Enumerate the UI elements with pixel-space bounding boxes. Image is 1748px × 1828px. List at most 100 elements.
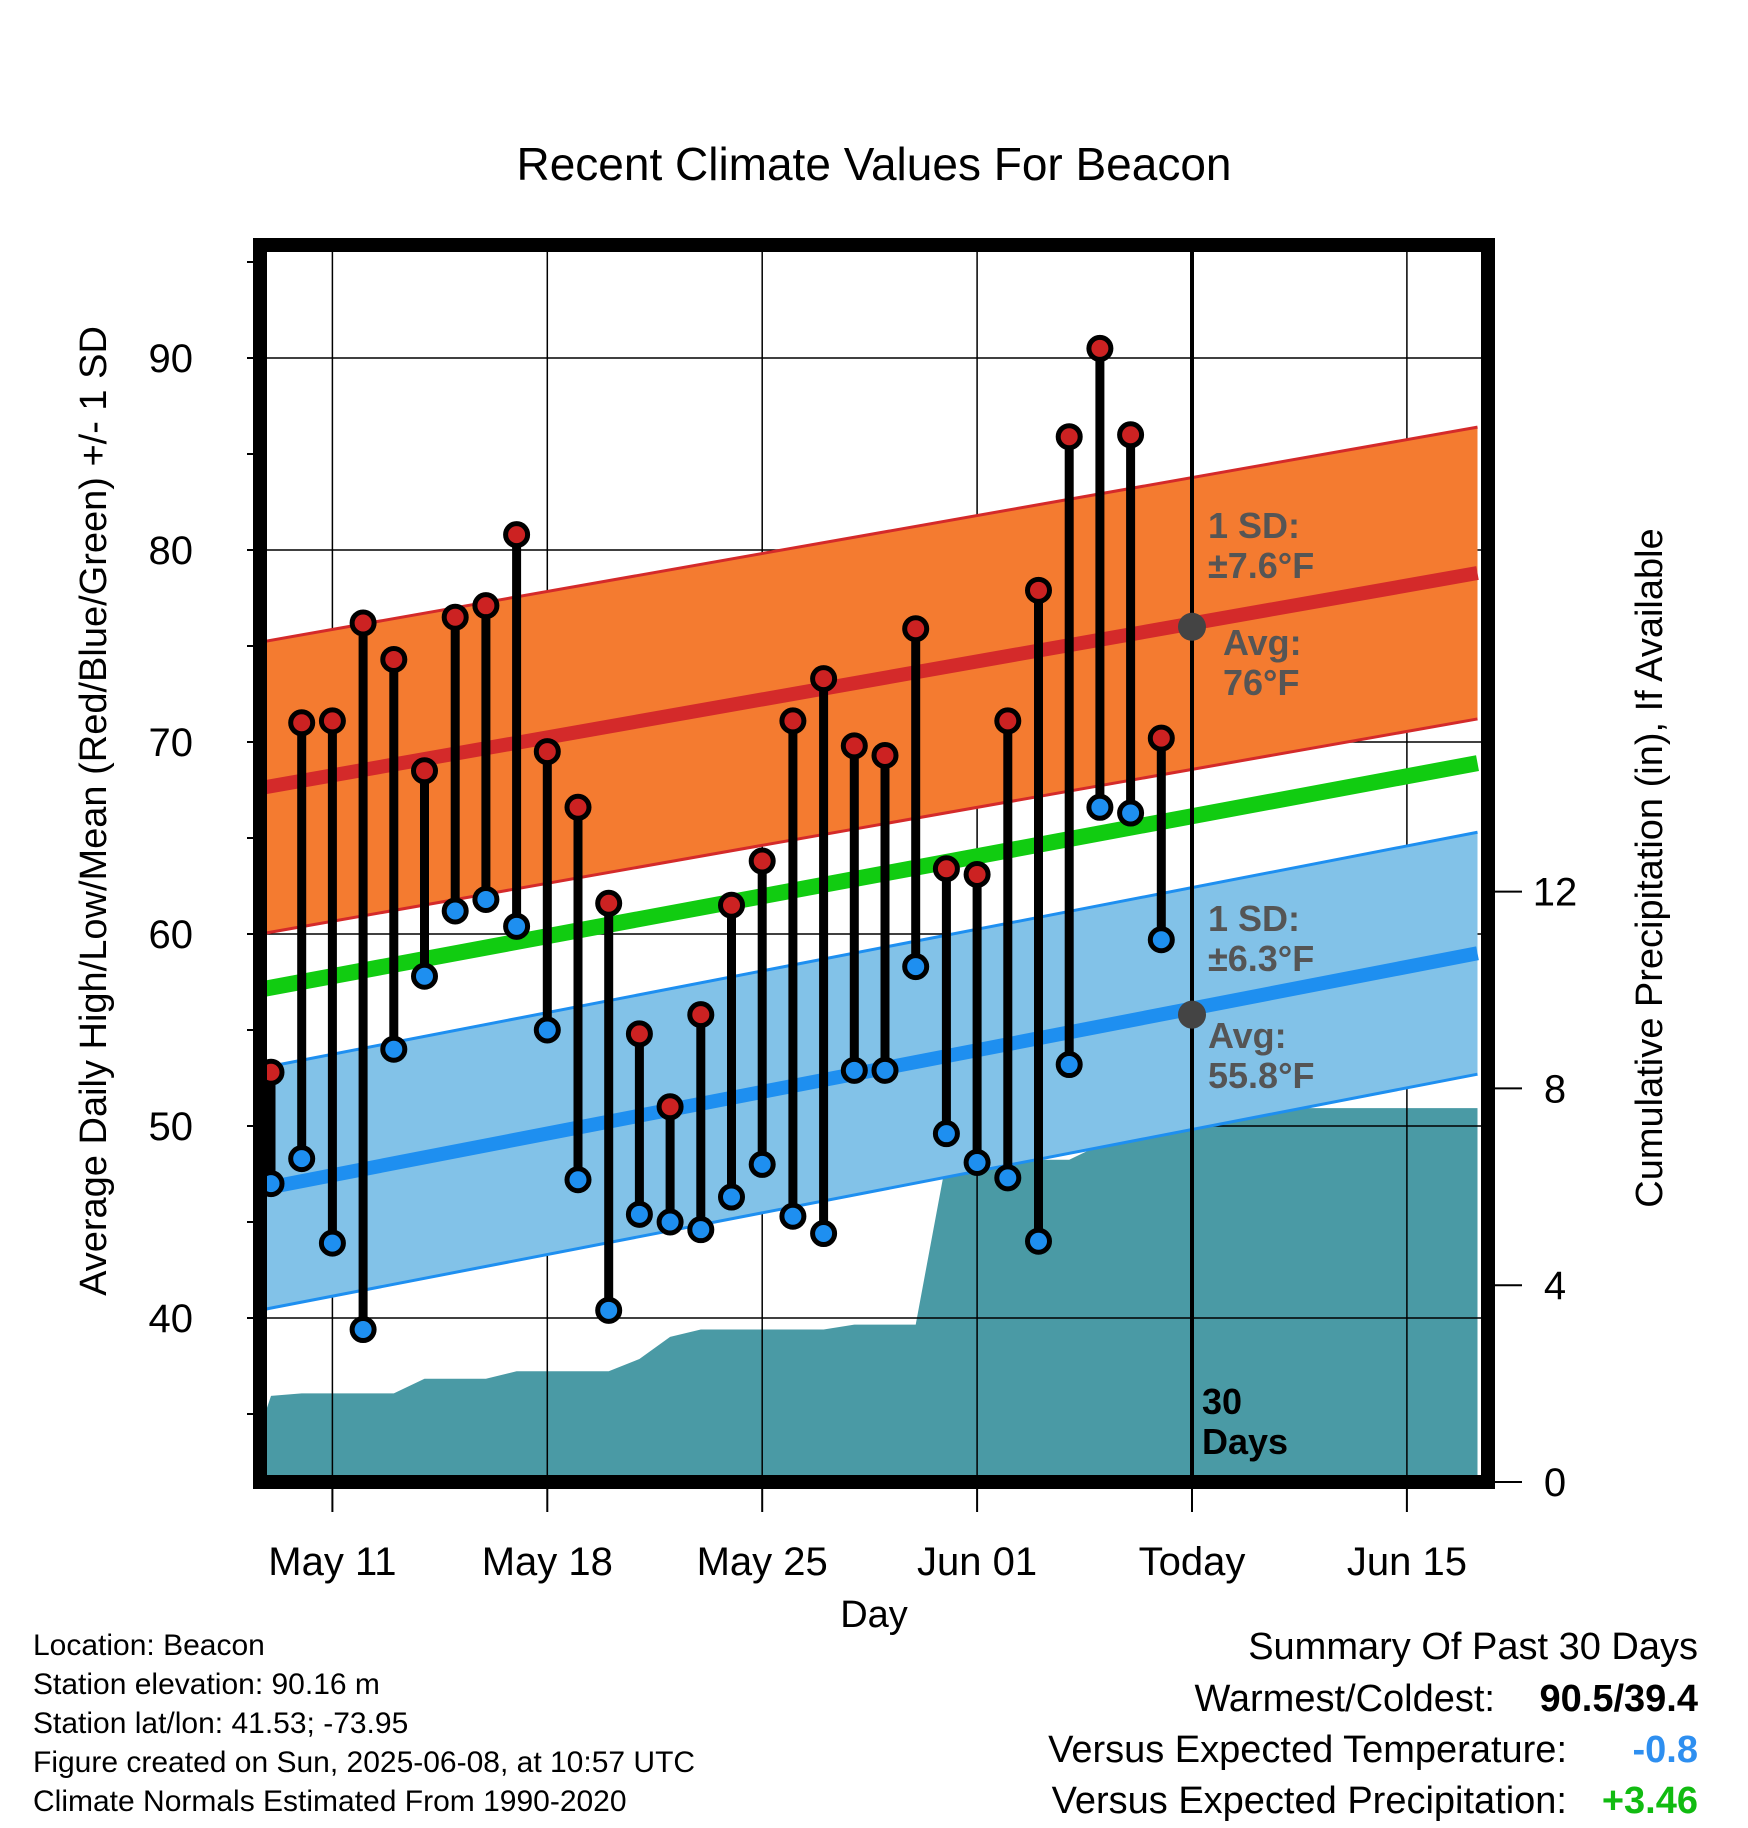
low-point [1117,799,1145,827]
low-point [564,1166,592,1194]
low-avg-annotation: Avg: 55.8°F [1208,1015,1314,1096]
low-point [994,1164,1022,1192]
high-point [810,665,838,693]
low-point [349,1316,377,1344]
x-tick-label: May 11 [268,1540,396,1584]
y-tick-label: 70 [149,721,194,765]
low-point [1055,1051,1083,1079]
info-created: Figure created on Sun, 2025-06-08, at 10… [33,1746,695,1779]
low-point [779,1202,807,1230]
summary-temp-label: Versus Expected Temperature: [1048,1729,1567,1771]
summary-temp-value: -0.8 [1633,1729,1698,1771]
low-point [1147,926,1175,954]
high-point [1086,334,1114,362]
y-axis-label: Average Daily High/Low/Mean (Red/Blue/Gr… [73,326,115,1296]
low-point [840,1056,868,1084]
low-point [441,897,469,925]
y-tick-label: 60 [149,913,194,957]
high-point [380,645,408,673]
today-high-avg-marker [1178,612,1206,641]
y-tick-label: 80 [149,529,194,573]
low-point [595,1296,623,1324]
x-tick-label: Jun 01 [917,1540,1037,1584]
high-point [902,615,930,643]
x-tick-label: May 25 [697,1540,828,1584]
low-point [932,1120,960,1148]
x-axis-label: Day [840,1594,908,1636]
low-point [718,1183,745,1211]
y2-axis-label: Cumulative Precipitation (in), If Availa… [1629,528,1671,1207]
y-tick-label: 90 [149,337,194,381]
low-point [503,912,531,940]
high-point [1117,421,1145,449]
low-point [963,1148,991,1176]
high-point [656,1093,684,1121]
high-point [748,847,776,875]
low-point [902,953,930,981]
high-point [288,709,316,737]
high-point [994,707,1022,735]
chart-title: Recent Climate Values For Beacon [516,138,1231,190]
summary-precip-label: Versus Expected Precipitation: [1052,1780,1567,1822]
y2-tick-label: 8 [1544,1067,1566,1111]
low-point [1086,793,1114,821]
high-sd-annotation: 1 SD: ±7.6°F [1208,505,1314,586]
high-point [718,891,745,919]
high-avg-annotation: Avg: 76°F [1223,622,1302,703]
y-tick-label: 40 [149,1297,194,1341]
info-latlon: Station lat/lon: 41.53; -73.95 [33,1707,408,1740]
y2-tick-label: 0 [1544,1461,1566,1505]
summary-warm-cold-label: Warmest/Coldest: [1194,1678,1495,1720]
high-point [687,1001,715,1029]
info-location: Location: Beacon [33,1629,265,1662]
low-point [656,1208,684,1236]
high-point [564,793,592,821]
station-info: Location: Beacon Station elevation: 90.1… [33,1629,695,1818]
high-point [932,855,960,883]
low-normal-band-upper-edge [260,830,1478,1070]
summary-precip-value: +3.46 [1602,1780,1698,1822]
low-point [411,962,438,990]
y-tick-label: 50 [149,1105,194,1149]
today-low-avg-marker [1178,1000,1206,1029]
high-point [349,609,377,637]
low-point [472,885,500,913]
low-sd-annotation: 1 SD: ±6.3°F [1208,898,1314,979]
high-point [595,889,623,917]
plot-frame [253,238,1495,1489]
y2-tick-label: 4 [1544,1264,1566,1308]
low-point [533,1016,561,1044]
x-tick-label: Jun 15 [1347,1540,1467,1584]
info-normals: Climate Normals Estimated From 1990-2020 [33,1785,627,1818]
high-point [1055,423,1083,451]
high-point [503,521,531,549]
precip-area [260,1108,1478,1482]
high-point [871,741,899,769]
high-point [411,757,438,785]
high-point [533,738,561,766]
high-point [963,860,991,888]
summary-warm-cold-value: 90.5/39.4 [1540,1678,1698,1720]
summary-panel: Summary Of Past 30 Days Warmest/Coldest:… [1048,1626,1698,1822]
high-point [318,707,346,735]
low-point [748,1150,776,1178]
low-point [288,1145,316,1173]
high-point [472,592,500,620]
low-point [318,1229,346,1257]
mean-normal-line [260,755,1479,998]
low-point [687,1216,715,1244]
low-point [625,1200,653,1228]
x-tick-label: Today [1139,1540,1246,1584]
high-point [779,707,807,735]
high-point [625,1020,653,1048]
low-point [380,1035,408,1063]
x-tick-label: May 18 [482,1540,613,1584]
high-point [1147,724,1175,752]
today-days-label: 30 Days [1202,1381,1288,1462]
high-point [1025,576,1052,604]
low-point [810,1220,838,1248]
low-normal-band-lower-edge [260,1072,1478,1312]
high-point [441,603,469,631]
low-point [871,1056,899,1084]
